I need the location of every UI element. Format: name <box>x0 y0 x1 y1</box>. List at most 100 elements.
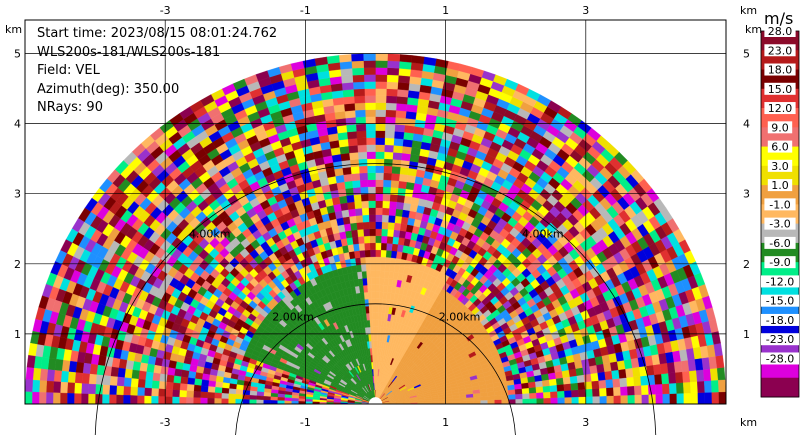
velocity-cell <box>366 144 376 152</box>
velocity-cell <box>662 393 671 405</box>
range-ring-label: 2.00km <box>272 311 314 324</box>
velocity-cell <box>370 256 376 265</box>
range-ring-label: 4.00km <box>189 227 231 240</box>
velocity-cell <box>31 391 40 405</box>
velocity-cell <box>375 151 385 159</box>
velocity-cell <box>365 263 372 272</box>
velocity-cell <box>384 144 394 153</box>
velocity-cell <box>536 392 544 399</box>
velocity-cell <box>568 368 577 377</box>
velocity-cell <box>557 390 565 398</box>
velocity-cell <box>375 158 385 166</box>
velocity-cell <box>400 159 410 169</box>
velocity-cell <box>342 89 355 98</box>
colorbar-tick-label: -9.0 <box>769 256 790 269</box>
velocity-cell <box>160 366 169 375</box>
velocity-cell <box>39 380 47 393</box>
velocity-cell <box>655 393 664 405</box>
velocity-cell <box>620 386 628 396</box>
velocity-field <box>24 53 727 405</box>
velocity-cell <box>375 207 383 215</box>
velocity-cell <box>200 391 208 399</box>
x-tick-label-top: -1 <box>300 4 311 17</box>
velocity-cell <box>680 359 690 372</box>
velocity-cell <box>561 369 571 378</box>
velocity-cell <box>405 111 417 120</box>
velocity-cell <box>32 367 42 381</box>
velocity-cell <box>364 95 376 103</box>
velocity-cell <box>375 347 378 356</box>
velocity-cell <box>383 151 394 160</box>
velocity-cell <box>277 397 285 401</box>
velocity-cell <box>339 61 353 70</box>
velocity-cell <box>46 380 54 393</box>
velocity-cell <box>336 181 346 191</box>
velocity-cell <box>355 215 363 223</box>
velocity-cell <box>379 277 385 286</box>
velocity-cell <box>26 355 36 369</box>
velocity-cell <box>145 371 154 381</box>
velocity-cell <box>153 364 162 374</box>
velocity-cell <box>60 381 68 394</box>
velocity-cell <box>577 381 586 390</box>
start-time-text: Start time: 2023/08/15 08:01:24.762 <box>37 26 278 41</box>
velocity-cell <box>172 396 180 405</box>
velocity-cell <box>366 158 376 166</box>
velocity-cell <box>208 380 216 388</box>
velocity-cell <box>397 82 410 91</box>
velocity-cell <box>383 172 392 181</box>
velocity-cell <box>375 109 386 117</box>
x-tick-label-top: 3 <box>582 4 589 17</box>
velocity-cell <box>716 367 726 381</box>
velocity-cell <box>387 60 400 69</box>
velocity-cell <box>365 123 376 131</box>
velocity-cell <box>101 394 110 405</box>
velocity-cell <box>228 393 236 400</box>
velocity-cell <box>370 263 376 272</box>
velocity-cell <box>375 368 377 377</box>
velocity-cell <box>398 173 408 183</box>
velocity-cell <box>398 61 412 70</box>
velocity-cell <box>270 392 279 398</box>
velocity-cell <box>393 222 402 231</box>
velocity-cell <box>347 201 356 210</box>
velocity-cell <box>375 172 384 180</box>
velocity-cell <box>384 263 391 272</box>
velocity-cell <box>396 96 408 105</box>
velocity-cell <box>338 54 352 63</box>
velocity-cell <box>494 395 502 400</box>
velocity-cell <box>207 392 215 399</box>
velocity-cell <box>74 372 83 384</box>
velocity-cell <box>312 399 320 403</box>
velocity-cell <box>187 370 197 379</box>
velocity-cell <box>400 216 409 225</box>
nrays-text: NRays: 90 <box>37 100 103 115</box>
velocity-cell <box>640 375 649 386</box>
velocity-cell <box>380 235 388 244</box>
velocity-cell <box>348 152 359 161</box>
velocity-cell <box>137 395 145 405</box>
velocity-cell <box>351 173 361 182</box>
velocity-cell <box>180 376 189 385</box>
velocity-cell <box>375 361 378 370</box>
velocity-cell <box>352 74 365 83</box>
colorbar-tick-label: 6.0 <box>771 141 789 154</box>
velocity-cell <box>144 395 152 405</box>
velocity-cell <box>555 377 564 386</box>
velocity-cell <box>350 53 364 62</box>
velocity-cell <box>697 392 706 405</box>
velocity-cell <box>375 319 379 328</box>
velocity-cell <box>108 394 117 405</box>
velocity-cell <box>578 389 586 398</box>
velocity-cell <box>221 387 230 394</box>
velocity-cell <box>386 88 398 97</box>
colorbar-tick-label: 9.0 <box>771 121 789 134</box>
velocity-cell <box>339 145 350 155</box>
velocity-cell <box>193 384 202 392</box>
velocity-cell <box>375 165 384 173</box>
velocity-cell <box>404 118 416 127</box>
velocity-cell <box>81 383 89 395</box>
velocity-cell <box>697 380 705 393</box>
velocity-cell <box>375 221 383 230</box>
velocity-cell <box>385 116 396 125</box>
